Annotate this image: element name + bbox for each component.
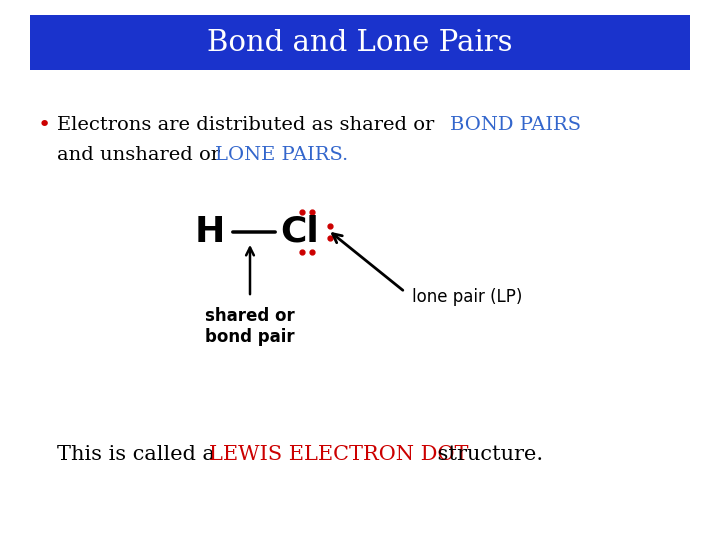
Text: lone pair (LP): lone pair (LP) xyxy=(412,288,523,306)
Text: and unshared or: and unshared or xyxy=(57,146,226,164)
Text: Bond and Lone Pairs: Bond and Lone Pairs xyxy=(207,29,513,57)
Text: LONE PAIRS.: LONE PAIRS. xyxy=(215,146,348,164)
Text: H: H xyxy=(195,215,225,249)
Text: This is called a: This is called a xyxy=(57,446,222,464)
Text: BOND PAIRS: BOND PAIRS xyxy=(450,116,581,134)
Text: Electrons are distributed as shared or: Electrons are distributed as shared or xyxy=(57,116,441,134)
Text: shared or
bond pair: shared or bond pair xyxy=(205,307,295,346)
Text: Cl: Cl xyxy=(281,215,320,249)
Text: •: • xyxy=(38,115,51,135)
Text: LEWIS ELECTRON DOT: LEWIS ELECTRON DOT xyxy=(209,446,469,464)
Text: structure.: structure. xyxy=(431,446,543,464)
Bar xyxy=(30,15,690,70)
